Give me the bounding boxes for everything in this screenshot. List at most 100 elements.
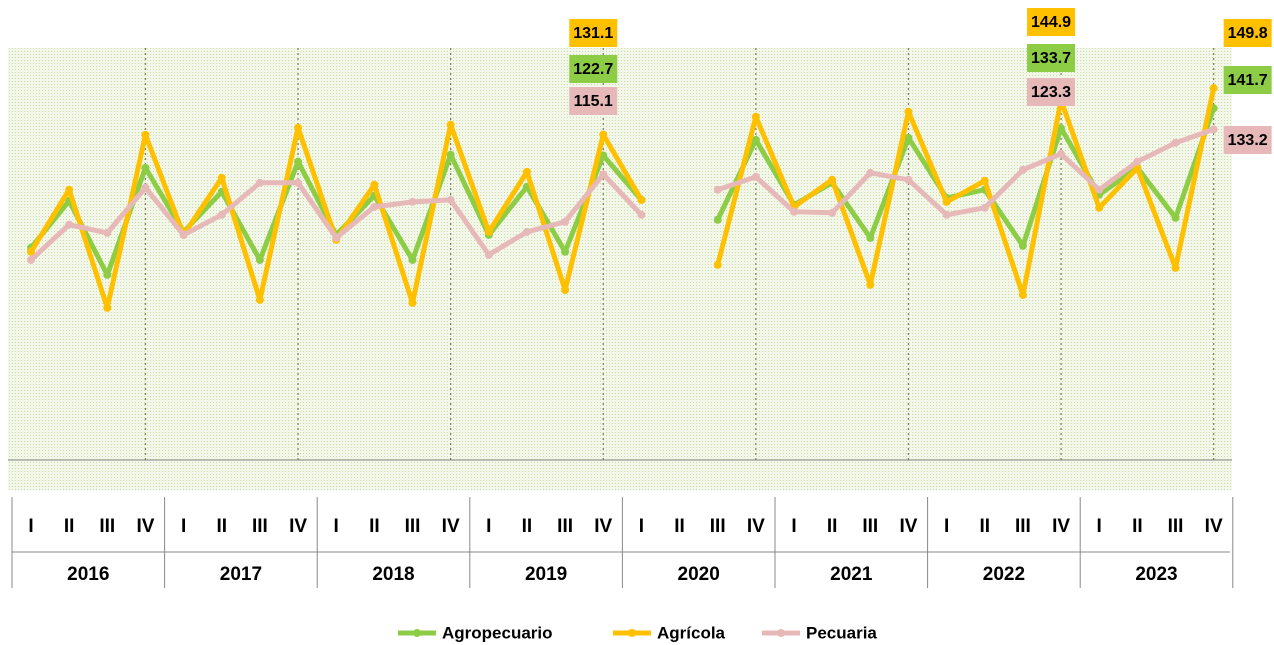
data-label: 149.8 (1228, 25, 1268, 42)
point (904, 175, 913, 184)
x-tick-label: IV (442, 516, 460, 537)
data-label: 123.3 (1031, 84, 1071, 101)
legend-label: Agropecuario (442, 623, 553, 642)
point (751, 135, 760, 144)
point (713, 260, 722, 269)
year-label: 2020 (678, 564, 720, 585)
data-label-bg (1223, 19, 1272, 47)
legend-label: Pecuaria (806, 623, 877, 642)
point (637, 210, 646, 219)
x-tick-label: IV (289, 516, 307, 537)
x-tick-label: II (1132, 516, 1143, 537)
point (522, 167, 531, 176)
point (294, 157, 303, 166)
x-tick-label: I (791, 516, 796, 537)
point (65, 220, 74, 229)
x-tick-label: II (674, 516, 685, 537)
x-tick-label: III (862, 516, 878, 537)
point (408, 197, 417, 206)
data-label: 115.1 (574, 93, 613, 110)
point (446, 195, 455, 204)
x-tick-label: I (334, 516, 339, 537)
point (217, 173, 226, 182)
point (1209, 84, 1218, 93)
point (1095, 185, 1104, 194)
x-tick-label: II (979, 516, 990, 537)
point (599, 151, 608, 160)
data-label-bg (1223, 66, 1272, 94)
x-tick-label: II (216, 516, 227, 537)
year-label: 2022 (983, 564, 1025, 585)
x-tick-label: II (827, 516, 838, 537)
point (866, 280, 875, 289)
data-label-bg (1223, 126, 1272, 154)
point (1209, 125, 1218, 134)
point (255, 295, 264, 304)
point (904, 107, 913, 116)
year-label: 2019 (525, 564, 567, 585)
x-tick-label: III (557, 516, 573, 537)
data-label-bg (1027, 8, 1076, 36)
point (1171, 213, 1180, 222)
x-tick-label: IV (747, 516, 765, 537)
x-tick-label: III (99, 516, 115, 537)
point (561, 217, 570, 226)
x-tick-label: IV (136, 516, 154, 537)
point (1133, 157, 1142, 166)
point (1171, 138, 1180, 147)
point (713, 215, 722, 224)
point (65, 185, 74, 194)
point (446, 120, 455, 129)
point (217, 210, 226, 219)
x-tick-label: I (28, 516, 33, 537)
year-label: 2021 (830, 564, 873, 585)
data-label-bg (569, 87, 618, 115)
data-label: 133.7 (1031, 50, 1071, 67)
point (332, 233, 341, 242)
point (370, 202, 379, 211)
year-label: 2018 (372, 564, 414, 585)
point (1018, 165, 1027, 174)
data-label-bg (1027, 78, 1076, 106)
point (828, 175, 837, 184)
x-tick-label: III (252, 516, 268, 537)
point (561, 247, 570, 256)
point (294, 178, 303, 187)
point (980, 176, 989, 185)
x-tick-label: III (710, 516, 726, 537)
point (255, 178, 264, 187)
point (751, 112, 760, 121)
data-label: 144.9 (1031, 14, 1071, 31)
x-tick-label: IV (594, 516, 612, 537)
point (484, 227, 493, 236)
x-tick-label: IV (899, 516, 917, 537)
x-tick-label: I (181, 516, 186, 537)
point (1171, 263, 1180, 272)
data-label: 122.7 (573, 61, 613, 78)
point (141, 130, 150, 139)
data-label-bg (569, 55, 618, 83)
x-tick-label: I (486, 516, 491, 537)
point (751, 172, 760, 181)
x-tick-label: III (1015, 516, 1031, 537)
point (1018, 241, 1027, 250)
point (904, 133, 913, 142)
data-label: 131.1 (573, 25, 613, 42)
data-label-bg (1027, 44, 1076, 72)
x-tick-label: II (522, 516, 533, 537)
plot-area (8, 48, 1232, 490)
point (294, 123, 303, 132)
x-tick-label: III (405, 516, 421, 537)
x-tick-label: IV (1052, 516, 1070, 537)
point (408, 298, 417, 307)
point (103, 228, 112, 237)
x-tick-label: II (64, 516, 75, 537)
legend-marker (628, 629, 636, 637)
point (790, 207, 798, 216)
point (1095, 203, 1104, 212)
point (484, 250, 493, 259)
x-tick-label: IV (1205, 516, 1223, 537)
point (866, 168, 875, 177)
